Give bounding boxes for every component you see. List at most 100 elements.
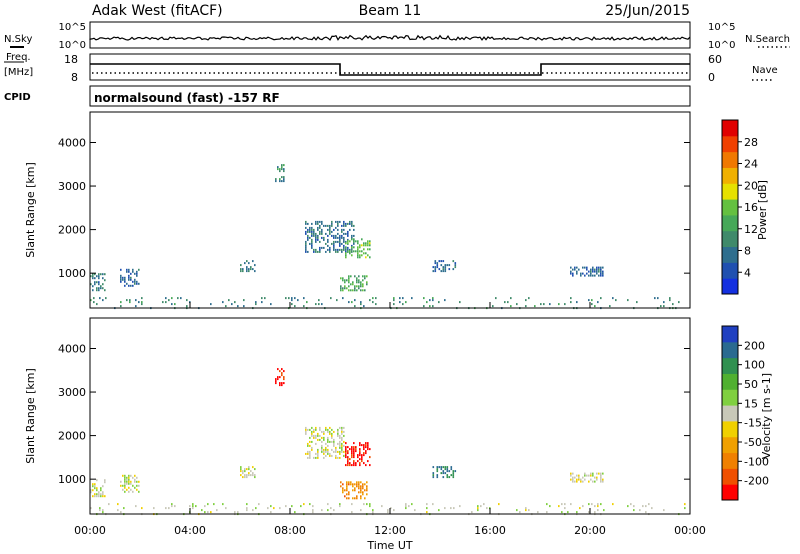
power-echo-cell [349, 220, 351, 223]
velocity-echo-cell [357, 454, 359, 457]
velocity-echo-cell [567, 511, 569, 514]
velocity-echo-cell [600, 476, 602, 479]
velocity-echo-cell [104, 479, 106, 482]
velocity-echo-cell [339, 442, 341, 445]
velocity-echo-cell [242, 476, 244, 479]
power-echo-cell [317, 250, 319, 253]
power-echo-cell [311, 244, 313, 247]
power-echo-cell [339, 234, 341, 237]
power-echo-cell [297, 299, 299, 302]
power-echo-cell [345, 224, 347, 227]
power-echo-cell [369, 242, 371, 245]
power-echo-region [90, 273, 106, 292]
power-echo-cell [423, 305, 425, 308]
velocity-echo-cell [135, 505, 137, 508]
velocity-echo-cell [477, 507, 479, 510]
velocity-echo-cell [600, 478, 602, 481]
power-echo-cell [343, 238, 345, 241]
velocity-echo-cell [309, 440, 311, 443]
velocity-echo-cell [367, 444, 369, 447]
velocity-echo-cell [240, 468, 242, 471]
velocity-echo-cell [348, 493, 350, 496]
velocity-echo-cell [597, 505, 599, 508]
velocity-echo-cell [339, 456, 341, 459]
power-echo-cell [592, 274, 594, 277]
power-echo-cell [283, 178, 285, 181]
velocity-echo-region [240, 466, 256, 479]
power-echo-cell [434, 266, 437, 269]
velocity-echo-cell [452, 476, 455, 479]
power-echo-cell [104, 273, 106, 276]
velocity-echo-cell [353, 454, 355, 457]
power-echo-cell [339, 236, 341, 239]
velocity-echo-cell [356, 481, 358, 484]
velocity-echo-cell [570, 474, 572, 477]
power-echo-cell [186, 299, 188, 302]
power-echo-cell [672, 303, 674, 306]
power-echo-cell [360, 303, 362, 306]
power-echo-cell [168, 299, 170, 302]
velocity-echo-cell [130, 488, 132, 491]
velocity-echo-cell [564, 503, 566, 506]
power-echo-cell [588, 274, 590, 277]
power-echo-cell [120, 301, 122, 304]
velocity-echo-cell [359, 448, 361, 451]
power-echo-cell [369, 244, 371, 247]
power-echo-cell [319, 224, 321, 227]
velocity-echo-cell [405, 507, 407, 510]
velocity-echo-cell [356, 485, 358, 488]
velocity-echo-cell [576, 474, 578, 477]
velocity-echo-cell [590, 474, 592, 477]
power-echo-cell [351, 250, 353, 253]
velocity-echo-cell [603, 509, 605, 512]
power-echo-cell [347, 222, 349, 225]
velocity-echo-cell [246, 503, 248, 506]
power-echo-cell [612, 297, 614, 300]
power-echo-cell [305, 230, 307, 233]
nsky-panel: N.Sky 10^5 10^0 10^5 10^0 N.Search [4, 21, 790, 51]
velocity-echo-cell [353, 450, 355, 453]
power-echo-cell [405, 301, 407, 304]
power-echo-cell [345, 250, 347, 253]
power-y-ticks: 1000 2000 3000 4000 [58, 136, 690, 280]
power-echo-cell [309, 236, 311, 239]
power-echo-cell [598, 268, 600, 271]
velocity-echo-cell [358, 491, 360, 494]
power-echo-cell [459, 301, 461, 304]
power-echo-cell [357, 240, 359, 243]
velocity-echo-cell [309, 456, 311, 459]
freq-panel: Freq. [MHz] 18 8 60 0 Nave [4, 52, 778, 84]
power-echo-cell [242, 270, 244, 273]
power-echo-cell [399, 297, 401, 300]
power-echo-cell [171, 297, 173, 300]
power-echo-cell [128, 278, 130, 281]
velocity-echo-cell [352, 489, 354, 492]
velocity-echo-cell [248, 468, 250, 471]
power-echo-cell [363, 248, 365, 251]
velocity-echo-cell [315, 428, 317, 431]
power-echo-cell [358, 275, 360, 278]
velocity-echo-cell [252, 466, 254, 469]
velocity-echo-cell [633, 505, 635, 508]
power-echo-cell [277, 166, 279, 169]
power-echo-cell [285, 297, 287, 300]
velocity-echo-cell [345, 442, 347, 445]
velocity-echo-cell [281, 382, 283, 385]
velocity-echo-cell [572, 480, 574, 483]
power-echo-cell [598, 274, 600, 277]
power-echo-cell [349, 248, 351, 251]
power-echo-cell [315, 250, 317, 253]
velocity-echo-cell [663, 509, 665, 512]
power-echo-cell [357, 254, 359, 257]
power-echo-cell [353, 240, 355, 243]
power-echo-cell [525, 305, 527, 308]
power-echo-cell [321, 303, 323, 306]
power-echo-cell [343, 222, 345, 225]
velocity-echo-cell [339, 452, 341, 455]
power-echo-cell [549, 303, 551, 306]
power-echo-cell [345, 252, 347, 255]
velocity-echo-cell [120, 484, 122, 487]
power-echo-cell [337, 222, 339, 225]
power-echo-cell [369, 248, 371, 251]
power-echo-cell [339, 242, 341, 245]
